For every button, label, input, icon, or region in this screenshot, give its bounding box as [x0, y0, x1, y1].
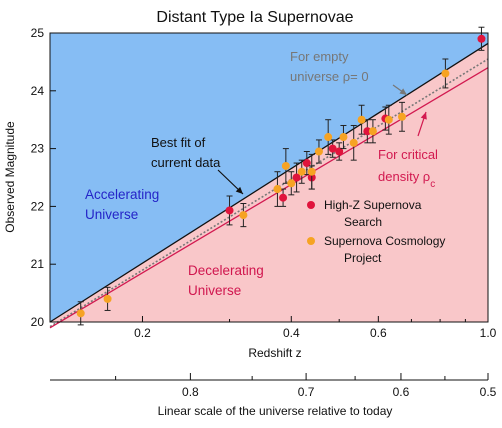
high-z-point [335, 142, 344, 161]
point-marker [225, 206, 234, 215]
point-marker [273, 185, 282, 194]
point-marker [349, 138, 358, 147]
point-marker [103, 294, 112, 303]
critical-density-annotation: For critical density ρc [378, 147, 438, 190]
decelerating-label: Decelerating Universe [188, 263, 264, 298]
scp-point [384, 104, 393, 135]
scp-point [287, 171, 296, 196]
point-marker [281, 161, 290, 170]
accelerating-region [50, 33, 488, 322]
data-points [76, 26, 486, 326]
high-z-point [302, 150, 311, 176]
plot-area: 20 21 22 23 24 25 0.2 0.4 0.6 1.0 [31, 26, 497, 340]
x-tick-label: 1.0 [480, 326, 497, 340]
scp-point [281, 148, 290, 184]
scp-point [239, 203, 248, 228]
accelerating-label: Accelerating Universe [85, 187, 159, 222]
scp-point [307, 153, 316, 190]
high-z-point [328, 139, 337, 158]
point-marker [357, 115, 366, 124]
scp-point [324, 119, 333, 155]
secondary-axis-label: Linear scale of the universe relative to… [158, 404, 393, 418]
point-marker [76, 309, 85, 318]
best-fit-line [49, 42, 489, 323]
x-tick-label: 0.6 [370, 326, 387, 340]
y-tick-label: 25 [31, 26, 45, 40]
axis-ticks: 20 21 22 23 24 25 0.2 0.4 0.6 1.0 [31, 26, 497, 340]
x-tick-label: 0.4 [283, 326, 300, 340]
point-marker [398, 112, 407, 121]
y-tick-label: 21 [31, 257, 45, 271]
legend-label-high-z: High-Z Supernova Search [324, 198, 422, 229]
scp-point [273, 171, 282, 207]
annotation-arrows [217, 84, 427, 195]
arrow-head [235, 186, 243, 194]
scp-point [297, 159, 306, 184]
point-marker [363, 127, 372, 136]
legend-marker-high-z [307, 201, 315, 209]
y-tick-label: 23 [31, 142, 45, 156]
legend: High-Z Supernova Search Supernova Cosmolog… [307, 198, 445, 265]
point-marker [384, 115, 393, 124]
y-tick-label: 20 [31, 315, 45, 329]
scp-point [357, 104, 366, 135]
y-tick-label: 24 [31, 84, 45, 98]
point-marker [307, 167, 316, 176]
scp-point [339, 124, 348, 150]
arrow-head [420, 112, 427, 120]
x-axis-label: Redshift z [248, 346, 301, 360]
point-marker [302, 159, 311, 168]
legend-label-scp: Supernova Cosmology Project [324, 234, 445, 265]
empty-universe-arrow [392, 84, 408, 96]
critical-density-arrow [417, 111, 427, 137]
secondary-axis: 0.8 0.7 0.6 0.5 [50, 373, 497, 399]
point-marker [368, 127, 377, 136]
high-z-point [225, 195, 234, 226]
point-marker [324, 133, 333, 142]
critical-density-line [49, 67, 489, 329]
model-lines [49, 42, 489, 329]
empty-universe-line [49, 58, 489, 328]
scp-point [314, 139, 323, 164]
plot-frame [49, 32, 489, 323]
empty-universe-annotation: For empty universe ρ= 0 [290, 49, 369, 84]
scp-point [76, 301, 85, 326]
point-marker [339, 133, 348, 142]
best-fit-arrow [217, 169, 244, 195]
secondary-tick-label: 0.8 [182, 385, 199, 399]
secondary-tick-label: 0.6 [393, 385, 410, 399]
y-tick-label: 22 [31, 199, 45, 213]
scp-point [103, 286, 112, 311]
scp-point [349, 124, 358, 161]
secondary-tick-label: 0.5 [480, 385, 497, 399]
point-marker [297, 167, 306, 176]
point-marker [239, 211, 248, 220]
point-marker [477, 34, 486, 43]
point-marker [287, 179, 296, 188]
point-marker [279, 193, 288, 202]
point-marker [292, 173, 301, 182]
secondary-tick-label: 0.7 [298, 385, 315, 399]
chart-title: Distant Type Ia Supernovae [156, 9, 353, 26]
point-marker [441, 69, 450, 78]
scp-point [398, 101, 407, 132]
y-axis-label: Observed Magnitude [3, 121, 17, 233]
scp-point [368, 119, 377, 144]
high-z-point [292, 162, 301, 193]
legend-marker-scp [307, 237, 315, 245]
high-z-point [477, 26, 486, 51]
scp-point [441, 58, 450, 89]
point-marker [314, 147, 323, 156]
point-marker [335, 147, 344, 156]
best-fit-annotation: Best fit of current data [151, 135, 221, 170]
arrow-head [399, 88, 407, 95]
point-marker [328, 144, 337, 153]
x-tick-label: 0.2 [134, 326, 151, 340]
